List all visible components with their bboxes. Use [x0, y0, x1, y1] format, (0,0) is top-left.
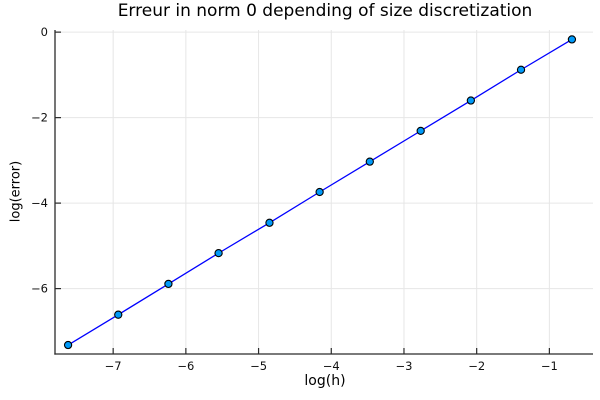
data-point-marker	[516, 65, 526, 74]
data-point-marker	[265, 218, 274, 227]
x-tick-label: −3	[395, 359, 412, 373]
x-axis-label: log(h)	[304, 373, 346, 389]
x-tick-label: −1	[541, 359, 558, 373]
data-point-marker	[416, 126, 425, 136]
data-point-marker	[466, 96, 476, 105]
x-tick-label: −5	[250, 359, 267, 373]
y-tick-label: 0	[41, 25, 48, 39]
y-tick-label: −6	[31, 282, 48, 296]
x-tick-label: −2	[468, 359, 485, 373]
chart-title: Erreur in norm 0 depending of size discr…	[117, 1, 533, 21]
data-point-marker	[365, 157, 374, 166]
x-tick-label: −7	[105, 359, 122, 373]
y-tick-label: −4	[31, 196, 48, 210]
x-tick-label: −6	[177, 359, 194, 373]
data-point-marker	[214, 248, 223, 258]
data-point-marker	[114, 310, 123, 319]
data-point-marker	[315, 187, 324, 197]
data-point-marker	[567, 35, 577, 44]
data-point-marker	[63, 340, 73, 350]
x-tick-label: −4	[323, 359, 340, 373]
y-tick-label: −2	[31, 111, 48, 125]
data-point-marker	[164, 279, 173, 289]
